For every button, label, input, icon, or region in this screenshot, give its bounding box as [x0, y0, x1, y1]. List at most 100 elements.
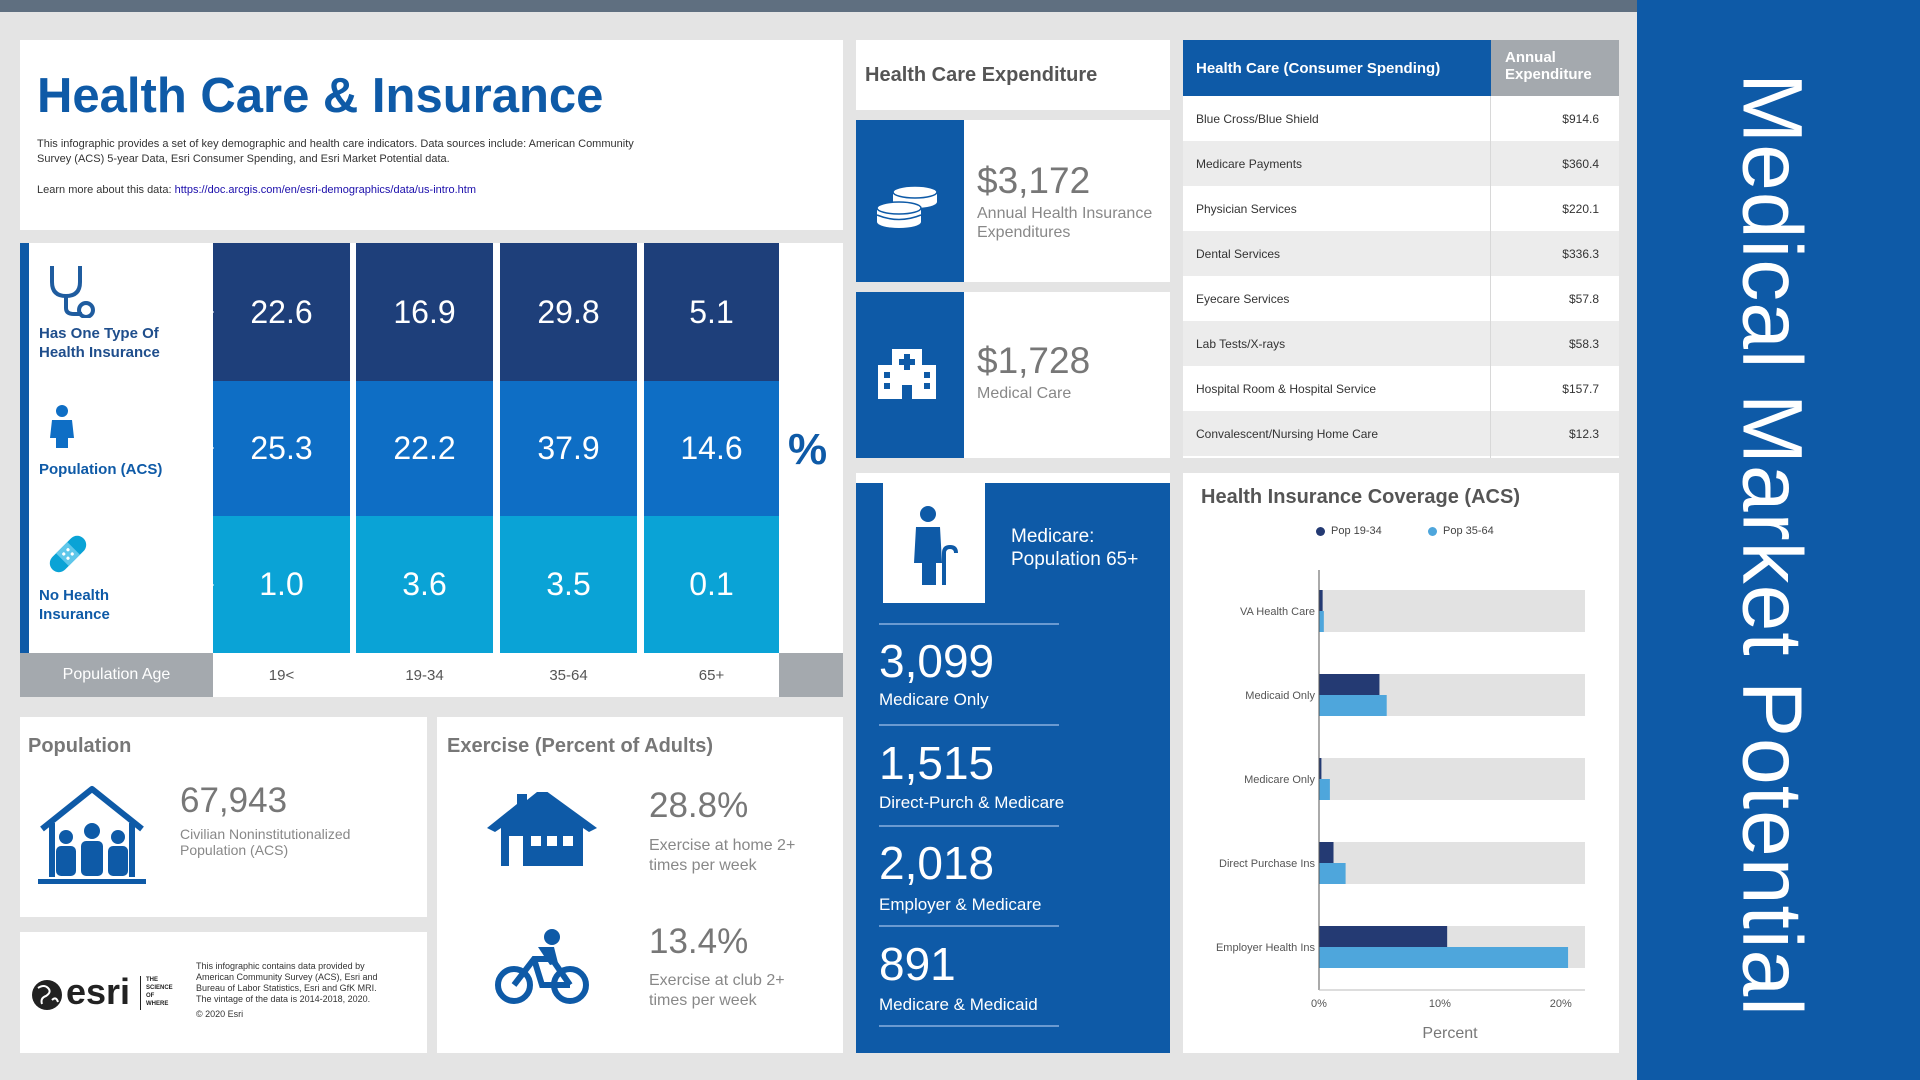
row-label: Blue Cross/Blue Shield: [1196, 111, 1319, 126]
exercise-club-label: Exercise at club 2+ times per week: [649, 971, 785, 1011]
age-19-34: 19-34: [356, 653, 493, 697]
table-row: Physician Services $220.1: [1183, 186, 1619, 231]
legend-item-pop-35-64: Pop 35-64: [1428, 525, 1494, 537]
legend-dot: [1428, 526, 1437, 536]
label-line: times per week: [649, 992, 757, 1009]
cell-insured-19: 22.6: [213, 243, 350, 381]
population-label: Civilian Noninstitutionalized Population…: [180, 826, 350, 858]
medicare-medicaid-value: 891: [879, 938, 956, 990]
direct-purch-medicare-value: 1,515: [879, 737, 995, 789]
person-icon: [48, 404, 76, 453]
age-35-64: 35-64: [500, 653, 637, 697]
label-line: Exercise at home 2+: [649, 837, 796, 854]
legend-item-pop-19-34: Pop 19-34: [1316, 525, 1382, 537]
table-row: Convalescent/Nursing Home Care $12.3: [1183, 411, 1619, 456]
column-divider: [637, 243, 644, 697]
row-label-line: No Health: [39, 587, 110, 604]
medicare-title: Medicare: Population 65+: [1011, 525, 1138, 571]
esri-logo-text: esri: [66, 971, 131, 1012]
row-arrow: [206, 304, 214, 320]
table-row: Hospital Room & Hospital Service $157.7: [1183, 366, 1619, 411]
chart-title: Health Insurance Coverage (ACS): [1201, 486, 1520, 508]
medicare-only-value: 3,099: [879, 635, 995, 687]
insurance-expenditure-value: $3,172: [977, 160, 1091, 201]
insurance-expenditure-label: Annual Health Insurance Expenditures: [977, 204, 1152, 242]
learn-more-link[interactable]: https://doc.arcgis.com/en/esri-demograph…: [174, 184, 477, 196]
cell-uninsured-35-64: 3.5: [500, 516, 637, 653]
label-line: Annual Health Insurance: [977, 205, 1153, 222]
learn-more-label: Learn more about this data:: [37, 184, 172, 196]
cell-insured-19-34: 16.9: [356, 243, 493, 381]
header-line: Annual: [1505, 49, 1556, 66]
age-19: 19<: [213, 653, 350, 697]
medical-care-value: $1,728: [977, 340, 1091, 381]
age-row-end: [779, 653, 843, 697]
cell-uninsured-19: 1.0: [213, 516, 350, 653]
row-value: $220.1: [1562, 201, 1599, 216]
cell-population-65: 14.6: [644, 381, 779, 516]
row-label-line: Has One Type Of: [39, 325, 159, 342]
population-title: Population: [28, 735, 132, 757]
table-row: Lab Tests/X-rays $58.3: [1183, 321, 1619, 366]
cell-uninsured-65: 0.1: [644, 516, 779, 653]
top-bar: [0, 0, 1637, 12]
learn-more: Learn more about this data: https://doc.…: [37, 184, 476, 196]
legend-label: Pop 35-64: [1443, 525, 1494, 537]
note-line: American Community Survey (ACS), Esri an…: [196, 972, 378, 982]
row-label: Eyecare Services: [1196, 291, 1290, 306]
row-value: $360.4: [1562, 156, 1599, 171]
title-panel: [20, 40, 843, 230]
tagline-line: WHERE: [146, 1001, 169, 1007]
medicare-medicaid-label: Medicare & Medicaid: [879, 995, 1038, 1014]
esri-tagline: THE SCIENCE OF WHERE: [146, 976, 173, 1008]
row-label-no-insurance: No Health Insurance: [39, 586, 110, 624]
column-divider: [350, 243, 356, 697]
family-home-icon: [36, 783, 148, 892]
cell-population-19-34: 22.2: [356, 381, 493, 516]
employer-medicare-value: 2,018: [879, 837, 995, 889]
label-line: Exercise at club 2+: [649, 972, 785, 989]
row-value: $12.3: [1568, 426, 1599, 441]
expenditure-title: Health Care Expenditure: [865, 64, 1098, 86]
esri-data-note: This infographic contains data provided …: [196, 961, 418, 1020]
home-icon: [487, 788, 597, 873]
logo-divider: [140, 976, 141, 1010]
page-title: Health Care & Insurance: [37, 69, 604, 123]
exercise-club-value: 13.4%: [649, 922, 749, 961]
label-line: Population (ACS): [180, 842, 289, 858]
row-label-line: Insurance: [39, 606, 110, 623]
divider: [879, 724, 1059, 726]
bicycle-icon: [494, 925, 590, 1012]
column-divider: [493, 243, 500, 697]
label-line: times per week: [649, 857, 757, 874]
table-row: Eyecare Services $57.8: [1183, 276, 1619, 321]
title-line: Medicare:: [1011, 526, 1095, 547]
row-arrow: [206, 577, 214, 593]
percent-sign: %: [788, 425, 828, 474]
header-line: Expenditure: [1505, 66, 1592, 83]
cell-population-19: 25.3: [213, 381, 350, 516]
row-value: $336.3: [1562, 246, 1599, 261]
copyright: © 2020 Esri: [196, 1009, 244, 1019]
divider: [879, 1025, 1059, 1027]
cell-insured-35-64: 29.8: [500, 243, 637, 381]
age-row-label: Population Age: [20, 653, 213, 697]
row-label: Convalescent/Nursing Home Care: [1196, 426, 1379, 441]
row-label: Physician Services: [1196, 201, 1297, 216]
medical-care-label: Medical Care: [977, 385, 1072, 402]
stethoscope-icon: [46, 262, 96, 323]
bandage-icon: [44, 530, 92, 583]
label-line: Expenditures: [977, 224, 1071, 241]
cell-population-35-64: 37.9: [500, 381, 637, 516]
population-value: 67,943: [180, 781, 288, 820]
employer-medicare-label: Employer & Medicare: [879, 895, 1042, 914]
divider: [879, 925, 1059, 927]
row-arrow: [206, 440, 214, 456]
note-line: This infographic contains data provided …: [196, 961, 365, 971]
title-line: Population 65+: [1011, 549, 1139, 570]
exercise-home-label: Exercise at home 2+ times per week: [649, 836, 795, 876]
tagline-line: SCIENCE: [146, 985, 173, 991]
direct-purch-medicare-label: Direct-Purch & Medicare: [879, 793, 1065, 812]
legend-label: Pop 19-34: [1331, 525, 1382, 537]
label-line: Civilian Noninstitutionalized: [180, 826, 351, 842]
